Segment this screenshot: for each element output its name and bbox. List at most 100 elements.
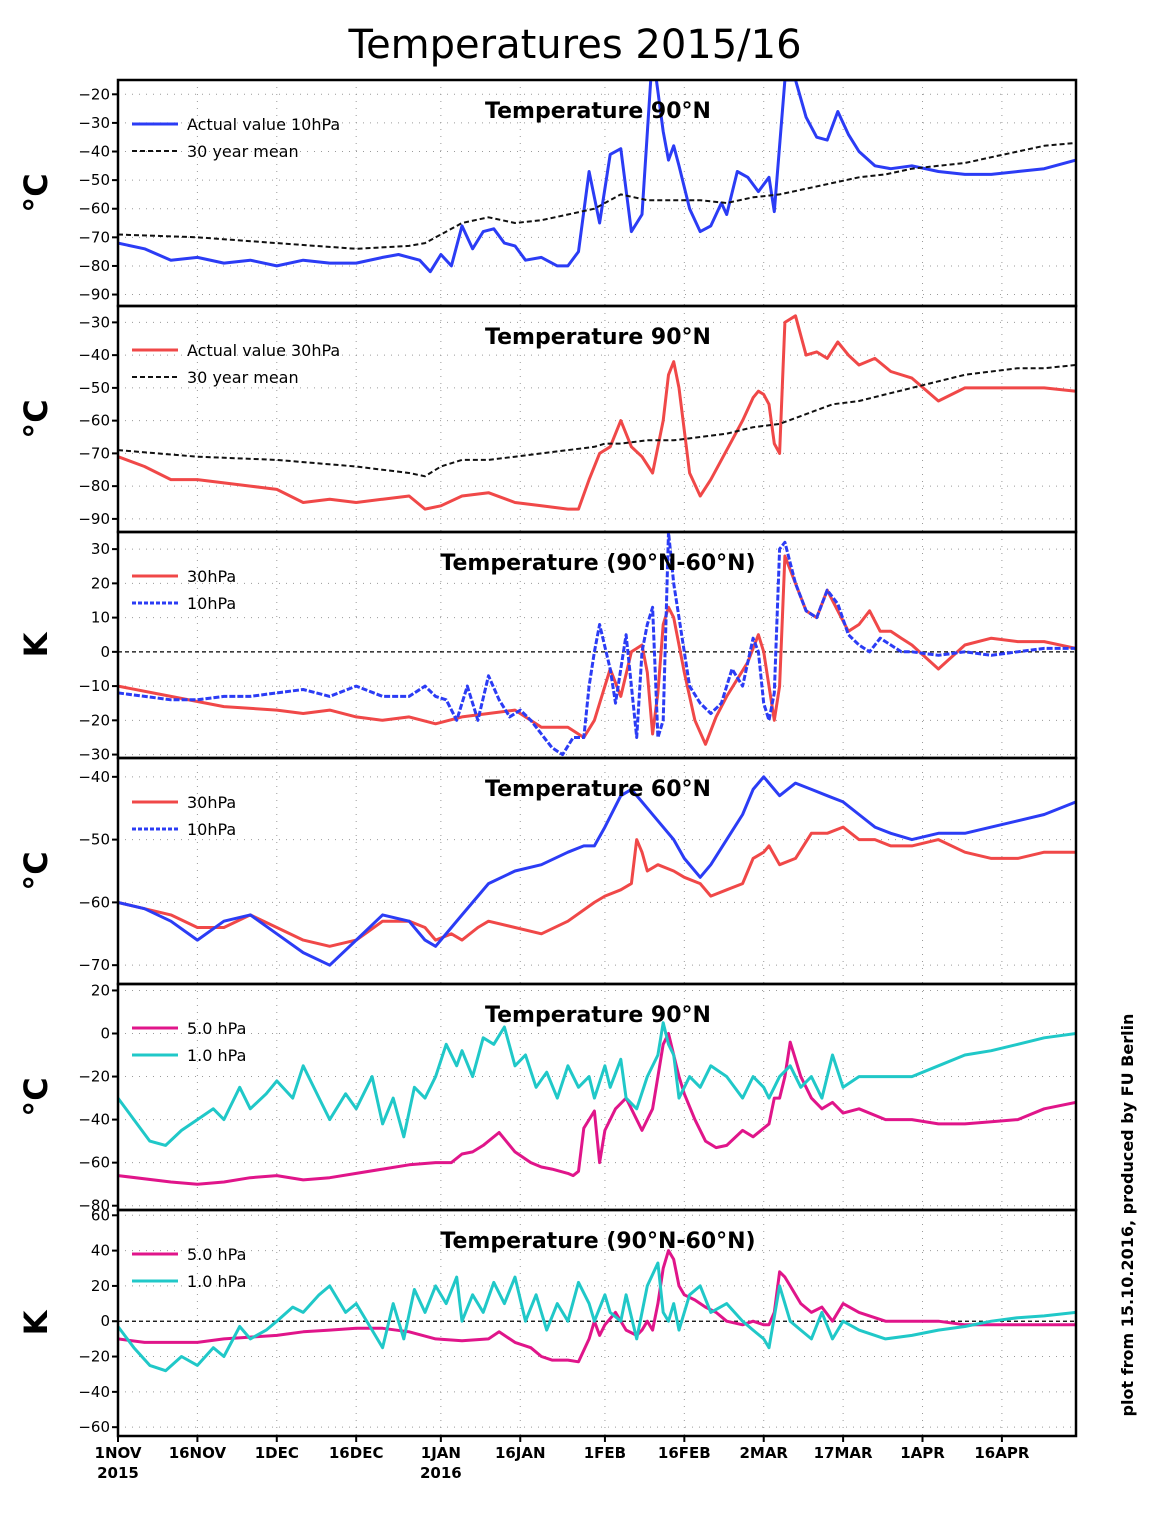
series-line-2 — [118, 532, 1076, 757]
y-axis-label: °C — [17, 173, 55, 212]
x-tick-label: 16APR — [974, 1444, 1029, 1462]
y-axis-label: °C — [17, 1077, 55, 1116]
series-line-2 — [118, 141, 1076, 250]
y-tick-label: −70 — [78, 444, 110, 462]
x-tick-label: 16DEC — [329, 1444, 384, 1462]
series-line-1 — [118, 80, 1076, 274]
panel-title: Temperature (90°N-60°N) — [440, 1229, 755, 1254]
y-tick-label: 20 — [91, 1277, 110, 1295]
y-tick-label: 20 — [91, 981, 110, 999]
y-axis-label: K — [17, 1309, 55, 1335]
x-tick-label: 17MAR — [814, 1444, 873, 1462]
y-tick-label: −50 — [78, 831, 110, 849]
x-tick-label: 1JAN — [421, 1444, 461, 1462]
y-axis-label: °C — [17, 399, 55, 438]
y-tick-label: −30 — [78, 313, 110, 331]
y-tick-label: −50 — [78, 379, 110, 397]
panel-title: Temperature (90°N-60°N) — [440, 551, 755, 576]
y-tick-label: −20 — [78, 711, 110, 729]
legend-label: 30hPa — [187, 567, 236, 586]
chart-panel-5: −80 −60 −40 −20 0 20 Temperature 90°N °C 5.0 hPa… — [17, 981, 1078, 1215]
y-tick-label: −90 — [78, 510, 110, 528]
y-tick-label: −40 — [78, 768, 110, 786]
legend-label: 30 year mean — [187, 368, 299, 387]
series-line-1 — [118, 825, 1076, 948]
y-tick-label: 40 — [91, 1242, 110, 1260]
x-tick-label: 1FEB — [584, 1444, 626, 1462]
x-tick-label: 1DEC — [255, 1444, 299, 1462]
figure-title: Temperatures 2015/16 — [347, 22, 801, 68]
y-tick-label: −80 — [78, 477, 110, 495]
y-tick-label: −60 — [78, 1418, 110, 1436]
y-tick-label: −60 — [78, 1154, 110, 1172]
chart-panels: −90 −80 −70 −60 −50 −40 −30 −20 Temperature 90°N… — [17, 78, 1078, 1438]
x-axis: 1NOV 16NOV 1DEC 16DEC 1JAN 16JAN 1FEB 16FEB 2MAR… — [95, 1436, 1030, 1482]
legend-label: 1.0 hPa — [187, 1272, 246, 1291]
legend-label: 10hPa — [187, 820, 236, 839]
x-tick-label: 2MAR — [739, 1444, 788, 1462]
x-year-label: 2015 — [97, 1464, 139, 1482]
y-tick-label: 30 — [91, 540, 110, 558]
y-tick-label: −60 — [78, 893, 110, 911]
panel-title: Temperature 60°N — [485, 777, 711, 802]
panel-frame — [116, 1208, 1078, 1438]
panel-title: Temperature 90°N — [485, 325, 711, 350]
y-tick-label: −70 — [78, 956, 110, 974]
series-line-1 — [118, 1249, 1076, 1364]
x-year-label: 2016 — [420, 1464, 462, 1482]
chart-panel-1: −90 −80 −70 −60 −50 −40 −30 −20 Temperature 90°N… — [17, 78, 1078, 308]
legend-label: 1.0 hPa — [187, 1046, 246, 1065]
y-tick-label: −90 — [78, 286, 110, 304]
legend-label: Actual value 10hPa — [187, 115, 340, 134]
y-tick-label: −20 — [78, 85, 110, 103]
legend-label: Actual value 30hPa — [187, 341, 340, 360]
y-axis-label: K — [17, 631, 55, 657]
series-line-2 — [118, 1021, 1076, 1147]
series-line-1 — [118, 314, 1076, 511]
legend-label: 10hPa — [187, 594, 236, 613]
panel-title: Temperature 90°N — [485, 1003, 711, 1028]
legend-label: 30 year mean — [187, 142, 299, 161]
chart-panel-3: −30 −20 −10 0 10 20 30 Temperature (90°N-60°N) K… — [17, 530, 1078, 764]
y-tick-label: −80 — [78, 1197, 110, 1215]
chart-panel-2: −90 −80 −70 −60 −50 −40 −30 Temperature 90°N °C A… — [17, 304, 1078, 534]
y-tick-label: −40 — [78, 1111, 110, 1129]
y-tick-label: 20 — [91, 574, 110, 592]
y-tick-label: −20 — [78, 1068, 110, 1086]
legend-label: 5.0 hPa — [187, 1019, 246, 1038]
series-line-1 — [118, 554, 1076, 746]
y-axis-label: °C — [17, 851, 55, 890]
y-tick-label: 0 — [100, 1312, 110, 1330]
y-tick-label: −20 — [78, 1348, 110, 1366]
chart-panel-4: −70 −60 −50 −40 Temperature 60°N °C 30hPa 10hPa — [17, 756, 1078, 986]
y-tick-label: −30 — [78, 114, 110, 132]
y-tick-label: −70 — [78, 228, 110, 246]
series-line-1 — [118, 1032, 1076, 1186]
y-tick-label: 10 — [91, 609, 110, 627]
x-tick-label: 1NOV — [95, 1444, 142, 1462]
x-tick-label: 16NOV — [169, 1444, 227, 1462]
y-tick-label: 0 — [100, 1025, 110, 1043]
y-tick-label: −40 — [78, 143, 110, 161]
legend-label: 30hPa — [187, 793, 236, 812]
y-tick-label: −50 — [78, 171, 110, 189]
chart-panel-6: −60 −40 −20 0 20 40 60 Temperature (90°N-60°N) K… — [17, 1206, 1078, 1438]
series-line-2 — [118, 1261, 1076, 1373]
y-tick-label: 0 — [100, 643, 110, 661]
y-tick-label: −80 — [78, 257, 110, 275]
x-tick-label: 16JAN — [495, 1444, 546, 1462]
x-tick-label: 1APR — [900, 1444, 945, 1462]
credit-text: plot from 15.10.2016, produced by FU Ber… — [1118, 1014, 1137, 1417]
y-tick-label: −10 — [78, 677, 110, 695]
x-tick-label: 16FEB — [658, 1444, 711, 1462]
y-tick-label: −40 — [78, 346, 110, 364]
y-tick-label: −60 — [78, 412, 110, 430]
series-line-2 — [118, 775, 1076, 967]
y-tick-label: 60 — [91, 1206, 110, 1224]
y-tick-label: −40 — [78, 1383, 110, 1401]
legend-label: 5.0 hPa — [187, 1245, 246, 1264]
panel-title: Temperature 90°N — [485, 99, 711, 124]
y-tick-label: −60 — [78, 200, 110, 218]
